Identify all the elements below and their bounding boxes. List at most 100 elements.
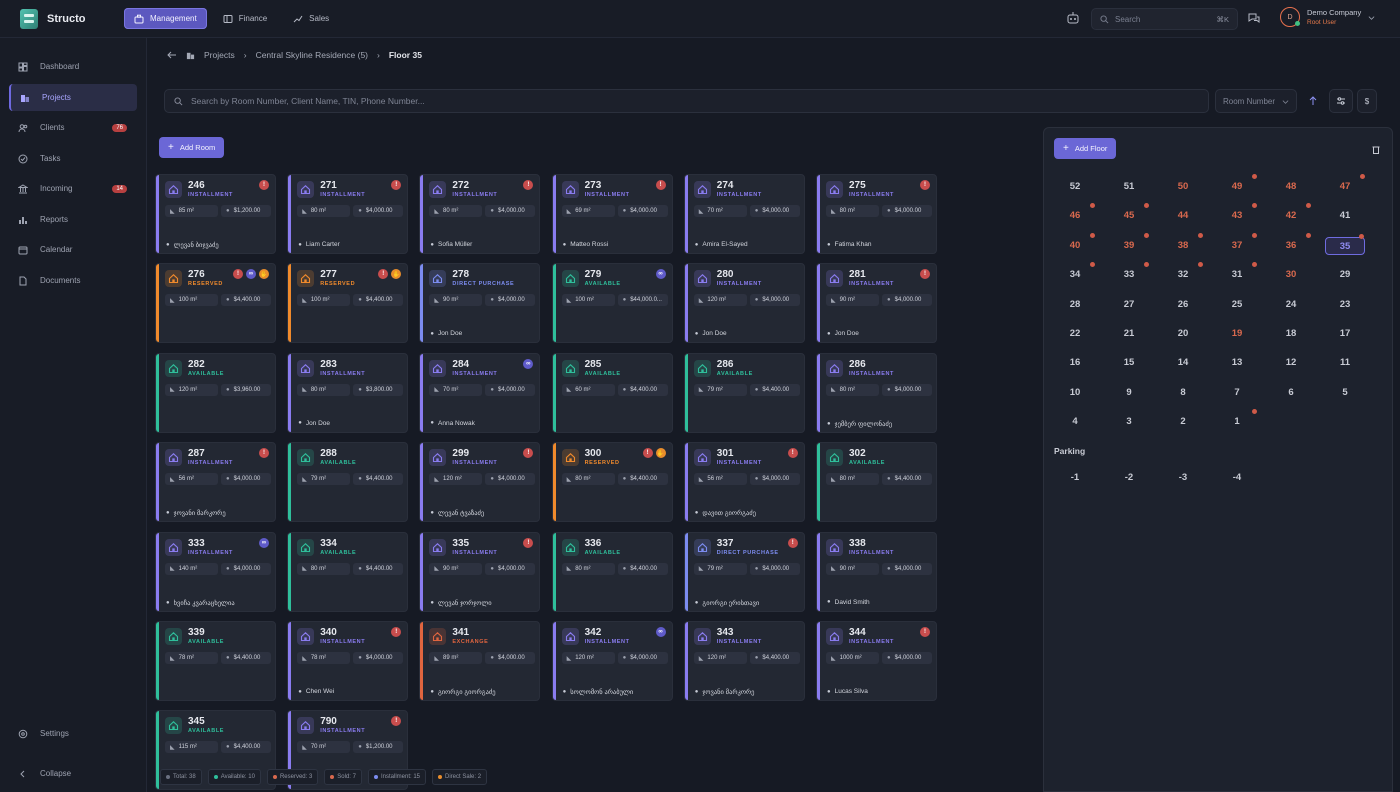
add-floor-button[interactable]: + Add Floor — [1054, 138, 1117, 159]
room-client[interactable]: ● სოლომონ არაბული — [563, 688, 634, 696]
sidebar-item-incoming[interactable]: Incoming 14 — [9, 175, 137, 202]
floor-button[interactable]: 4 — [1055, 413, 1095, 431]
room-card[interactable]: 299 INSTALLMENT ◣ 120 m² ● $4,000.00 ● ლევან ტვ… — [419, 442, 541, 523]
room-card[interactable]: 338 INSTALLMENT ◣ 90 m² ● $4,000.00 ● David Smi… — [816, 531, 937, 612]
parking-level-button[interactable]: -3 — [1178, 472, 1188, 483]
floor-button[interactable]: 43 — [1217, 203, 1257, 225]
breadcrumb-project[interactable]: Central Skyline Residence (5) — [255, 50, 369, 60]
room-card[interactable]: 284 INSTALLMENT ◣ 70 m² ● $4,000.00 ● Anna Nowa… — [419, 352, 541, 433]
floor-button[interactable]: 18 — [1271, 325, 1311, 343]
room-client[interactable]: ● Fatima Khan — [827, 241, 871, 248]
room-card[interactable]: 281 INSTALLMENT ◣ 90 m² ● $4,000.00 ● Jon Doe! — [816, 263, 937, 344]
room-client[interactable]: ● Anna Nowak — [430, 420, 474, 427]
room-card[interactable]: 286 AVAILABLE ◣ 79 m² ● $4,400.00 — [683, 352, 805, 433]
sidebar-item-calendar[interactable]: Calendar — [9, 236, 137, 263]
room-card[interactable]: 280 INSTALLMENT ◣ 120 m² ● $4,000.00 ● Jon Doe — [683, 263, 805, 344]
parking-level-button[interactable]: -4 — [1232, 472, 1242, 483]
floor-button[interactable]: 41 — [1325, 207, 1365, 225]
room-card[interactable]: 287 INSTALLMENT ◣ 56 m² ● $4,000.00 ● ჯოვანი მა… — [155, 442, 276, 523]
sidebar-item-dashboard[interactable]: Dashboard — [9, 53, 137, 80]
floor-button[interactable]: 19 — [1217, 325, 1257, 343]
floor-button[interactable]: 50 — [1163, 178, 1203, 196]
floor-button[interactable]: 48 — [1271, 178, 1311, 196]
sidebar-item-tasks[interactable]: Tasks — [9, 145, 137, 172]
floor-button[interactable]: 20 — [1163, 325, 1203, 343]
floor-button[interactable]: 5 — [1325, 384, 1365, 402]
sidebar-item-reports[interactable]: Reports — [9, 206, 137, 233]
trash-icon[interactable] — [1372, 145, 1380, 154]
floor-button[interactable]: 35 — [1325, 233, 1365, 255]
room-card[interactable]: 273 INSTALLMENT ◣ 69 m² ● $4,000.00 ● Matteo Ro… — [551, 174, 673, 254]
room-search-input[interactable]: Search by Room Number, Client Name, TIN,… — [164, 89, 1209, 113]
floor-button[interactable]: 31 — [1217, 262, 1257, 284]
room-card[interactable]: 343 INSTALLMENT ◣ 120 m² ● $4,400.00 ● ჯოვანი მ… — [683, 621, 805, 701]
filter-button[interactable] — [1329, 89, 1353, 113]
room-card[interactable]: 288 AVAILABLE ◣ 79 m² ● $4,400.00 — [287, 442, 409, 523]
room-card[interactable]: 285 AVAILABLE ◣ 60 m² ● $4,400.00 — [551, 352, 673, 433]
floor-button[interactable]: 30 — [1271, 266, 1311, 284]
add-room-button[interactable]: + Add Room — [159, 137, 225, 158]
room-client[interactable]: ● Sofia Müller — [430, 241, 472, 248]
floor-button[interactable]: 16 — [1055, 354, 1095, 372]
parking-level-button[interactable]: -2 — [1124, 472, 1134, 483]
room-card[interactable]: 334 AVAILABLE ◣ 80 m² ● $4,400.00 — [287, 531, 409, 612]
room-card[interactable]: 282 AVAILABLE ◣ 120 m² ● $3,960.00 — [155, 352, 276, 433]
floor-button[interactable]: 9 — [1109, 384, 1149, 402]
floor-button[interactable]: 17 — [1325, 325, 1365, 343]
sidebar-item-documents[interactable]: Documents — [9, 267, 137, 294]
floor-button[interactable]: 12 — [1271, 354, 1311, 372]
floor-button[interactable]: 23 — [1325, 296, 1365, 314]
room-client[interactable]: ● ხვიჩა კვარაცხელია — [166, 599, 235, 607]
floor-button[interactable]: 33 — [1109, 262, 1149, 284]
sort-direction-button[interactable] — [1301, 89, 1325, 113]
floor-button[interactable]: 13 — [1217, 354, 1257, 372]
room-card[interactable]: 271 INSTALLMENT ◣ 80 m² ● $4,000.00 ● Liam Cart… — [287, 174, 409, 254]
floor-button[interactable]: 42 — [1271, 203, 1311, 225]
room-client[interactable]: ● Jon Doe — [430, 330, 462, 337]
user-menu[interactable]: D Demo Company Root User — [1280, 7, 1375, 27]
room-card[interactable]: 274 INSTALLMENT ◣ 70 m² ● $4,000.00 ● Amira El-… — [683, 174, 805, 254]
room-card[interactable]: 246 INSTALLMENT ◣ 85 m² ● $1,200.00 ● ლევან ბიჯ… — [155, 174, 276, 254]
floor-button[interactable]: 1 — [1217, 409, 1257, 431]
chat-icon[interactable] — [1247, 11, 1261, 25]
floor-button[interactable]: 21 — [1109, 325, 1149, 343]
currency-button[interactable]: $ — [1357, 89, 1377, 113]
floor-button[interactable]: 22 — [1055, 325, 1095, 343]
room-client[interactable]: ● დავით გიორგაძე — [695, 509, 756, 517]
floor-button[interactable]: 36 — [1271, 232, 1311, 255]
sidebar-item-clients[interactable]: Clients 76 — [9, 114, 137, 141]
room-card[interactable]: 286 INSTALLMENT ◣ 80 m² ● $4,000.00 ● ჯემბერ ფი… — [816, 352, 937, 433]
room-client[interactable]: ● Chen Wei — [298, 688, 334, 695]
floor-button[interactable]: 49 — [1217, 174, 1257, 196]
room-client[interactable]: ● Matteo Rossi — [563, 241, 609, 248]
room-client[interactable]: ● Jon Doe — [298, 420, 330, 427]
floor-button[interactable]: 46 — [1055, 203, 1095, 225]
room-client[interactable]: ● ლევან ჯორჯოლი — [430, 599, 491, 607]
floor-button[interactable]: 44 — [1163, 207, 1203, 225]
sort-select[interactable]: Room Number — [1215, 89, 1297, 113]
room-card[interactable]: 302 AVAILABLE ◣ 80 m² ● $4,400.00 — [816, 442, 937, 523]
floor-button[interactable]: 37 — [1217, 232, 1257, 255]
room-card[interactable]: 283 INSTALLMENT ◣ 80 m² ● $3,800.00 ● Jon Doe — [287, 352, 409, 433]
room-card[interactable]: 301 INSTALLMENT ◣ 56 m² ● $4,000.00 ● დავით გიო… — [683, 442, 805, 523]
room-card[interactable]: 272 INSTALLMENT ◣ 80 m² ● $4,000.00 ● Sofia Mül… — [419, 174, 541, 254]
room-card[interactable]: 336 AVAILABLE ◣ 80 m² ● $4,400.00 — [551, 531, 673, 612]
robot-icon[interactable] — [1066, 11, 1080, 25]
floor-button[interactable]: 38 — [1163, 232, 1203, 255]
room-client[interactable]: ● ლევან ბიჯვაძე — [166, 241, 219, 249]
room-card[interactable]: 340 INSTALLMENT ◣ 78 m² ● $4,000.00 ● Chen Wei! — [287, 621, 409, 701]
sidebar-item-projects[interactable]: Projects — [9, 84, 137, 111]
room-client[interactable]: ● Liam Carter — [298, 241, 340, 248]
room-card[interactable]: 335 INSTALLMENT ◣ 90 m² ● $4,000.00 ● ლევან ჯორ… — [419, 531, 541, 612]
room-client[interactable]: ● Amira El-Sayed — [695, 241, 748, 248]
floor-button[interactable]: 15 — [1109, 354, 1149, 372]
back-arrow-icon[interactable] — [167, 50, 177, 60]
floor-button[interactable]: 51 — [1109, 178, 1149, 196]
room-card[interactable]: 337 DIRECT PURCHASE ◣ 79 m² ● $4,000.00 ● გიორგ… — [683, 531, 805, 612]
floor-button[interactable]: 7 — [1217, 384, 1257, 402]
parking-level-button[interactable]: -1 — [1070, 472, 1080, 483]
sidebar-item-settings[interactable]: Settings — [9, 720, 137, 747]
room-client[interactable]: ● Jon Doe — [827, 330, 859, 337]
floor-button[interactable]: 10 — [1055, 384, 1095, 402]
floor-button[interactable]: 34 — [1055, 262, 1095, 284]
